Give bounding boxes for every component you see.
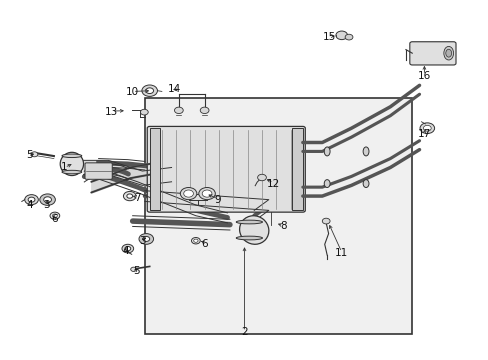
Circle shape <box>183 190 193 197</box>
Polygon shape <box>149 128 160 210</box>
Circle shape <box>199 188 215 200</box>
Text: 14: 14 <box>167 84 180 94</box>
Text: 7: 7 <box>134 193 141 203</box>
Circle shape <box>322 218 329 224</box>
Circle shape <box>200 107 208 113</box>
Circle shape <box>257 174 266 181</box>
Text: 15: 15 <box>322 32 336 42</box>
Circle shape <box>124 247 130 251</box>
Ellipse shape <box>62 170 81 174</box>
Circle shape <box>191 238 200 244</box>
Circle shape <box>145 88 153 94</box>
Circle shape <box>50 212 60 219</box>
Circle shape <box>142 85 157 96</box>
Text: 3: 3 <box>139 236 145 246</box>
Circle shape <box>122 244 133 253</box>
Circle shape <box>193 239 198 242</box>
Ellipse shape <box>324 147 329 156</box>
FancyBboxPatch shape <box>409 42 455 65</box>
Ellipse shape <box>239 216 268 244</box>
Polygon shape <box>291 128 302 210</box>
FancyBboxPatch shape <box>85 163 112 179</box>
Text: 5: 5 <box>26 150 32 160</box>
Text: 6: 6 <box>51 214 58 224</box>
Text: 1: 1 <box>61 162 68 172</box>
Circle shape <box>40 194 55 205</box>
Ellipse shape <box>363 180 368 188</box>
Circle shape <box>28 197 35 202</box>
Ellipse shape <box>324 180 329 188</box>
Bar <box>144 98 411 334</box>
Text: 17: 17 <box>417 129 430 139</box>
Text: 11: 11 <box>334 248 347 258</box>
Ellipse shape <box>443 46 453 60</box>
Circle shape <box>126 194 132 198</box>
Circle shape <box>123 192 136 201</box>
Circle shape <box>142 237 149 242</box>
Circle shape <box>335 31 347 40</box>
Text: 9: 9 <box>214 195 221 204</box>
Text: 12: 12 <box>266 179 280 189</box>
Circle shape <box>130 267 136 271</box>
Circle shape <box>43 197 51 203</box>
FancyBboxPatch shape <box>147 126 305 212</box>
Ellipse shape <box>236 236 262 240</box>
Text: 6: 6 <box>201 239 207 249</box>
Ellipse shape <box>236 220 262 224</box>
Circle shape <box>25 195 38 204</box>
Circle shape <box>345 34 352 40</box>
Circle shape <box>174 107 183 113</box>
Text: 2: 2 <box>241 327 247 337</box>
Text: 4: 4 <box>26 200 33 210</box>
Text: 3: 3 <box>43 200 50 210</box>
Circle shape <box>202 190 211 197</box>
Ellipse shape <box>445 49 451 57</box>
Text: 16: 16 <box>417 71 430 81</box>
Circle shape <box>52 214 57 217</box>
Text: 4: 4 <box>122 247 128 256</box>
Circle shape <box>140 109 148 115</box>
Ellipse shape <box>60 152 83 176</box>
Text: 13: 13 <box>105 107 118 117</box>
Text: 8: 8 <box>280 221 286 231</box>
Circle shape <box>423 125 430 131</box>
Circle shape <box>139 234 153 244</box>
Circle shape <box>31 152 38 157</box>
Circle shape <box>419 123 434 134</box>
Text: 10: 10 <box>126 87 139 98</box>
Circle shape <box>180 188 197 200</box>
Ellipse shape <box>363 147 368 156</box>
Ellipse shape <box>62 154 81 158</box>
Text: 5: 5 <box>132 266 139 276</box>
